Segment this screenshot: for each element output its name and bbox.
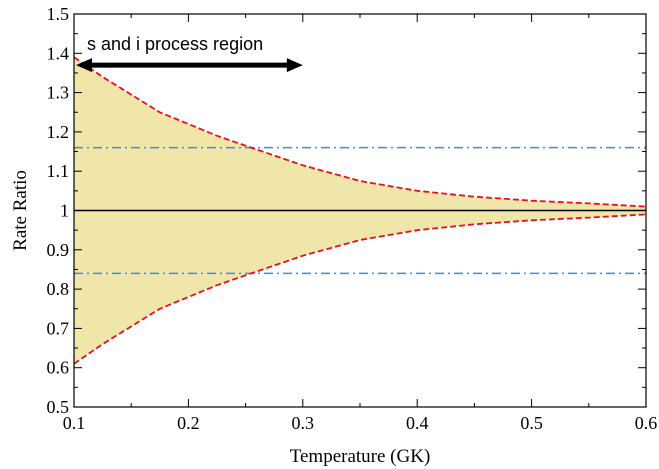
annotation-group <box>76 58 303 73</box>
x-tick-label: 0.5 <box>520 413 543 433</box>
x-tick-label: 0.3 <box>292 413 315 433</box>
chart-lines <box>73 56 647 365</box>
tick-marks <box>73 13 647 408</box>
y-tick-label: 0.5 <box>47 397 70 417</box>
arrow-head-left <box>76 58 92 73</box>
tick-labels: 0.1 0.2 0.3 0.4 0.5 0.6 0.5 0.6 0.7 0.8 0.9 1 1.1 1.2… <box>47 4 658 433</box>
y-tick-label: 1.1 <box>47 161 70 181</box>
y-tick-label: 0.6 <box>47 358 70 378</box>
annotation-label: s and i process region <box>87 34 263 54</box>
y-tick-label: 1.5 <box>47 4 70 24</box>
y-axis-title: Rate Ratio <box>10 170 31 251</box>
y-tick-label: 1 <box>60 201 69 221</box>
x-tick-label: 0.4 <box>406 413 429 433</box>
x-tick-label: 0.2 <box>177 413 200 433</box>
x-axis-title: Temperature (GK) <box>290 446 431 467</box>
arrow-head-right <box>286 58 303 73</box>
y-tick-label: 1.4 <box>47 43 70 63</box>
x-tick-label: 0.6 <box>635 413 658 433</box>
y-tick-label: 0.8 <box>47 279 70 299</box>
y-tick-label: 1.2 <box>47 122 70 142</box>
y-tick-label: 1.3 <box>47 83 70 103</box>
y-tick-label: 0.9 <box>47 240 70 260</box>
y-tick-label: 0.7 <box>47 318 70 338</box>
x-tick-label: 0.1 <box>63 413 86 433</box>
